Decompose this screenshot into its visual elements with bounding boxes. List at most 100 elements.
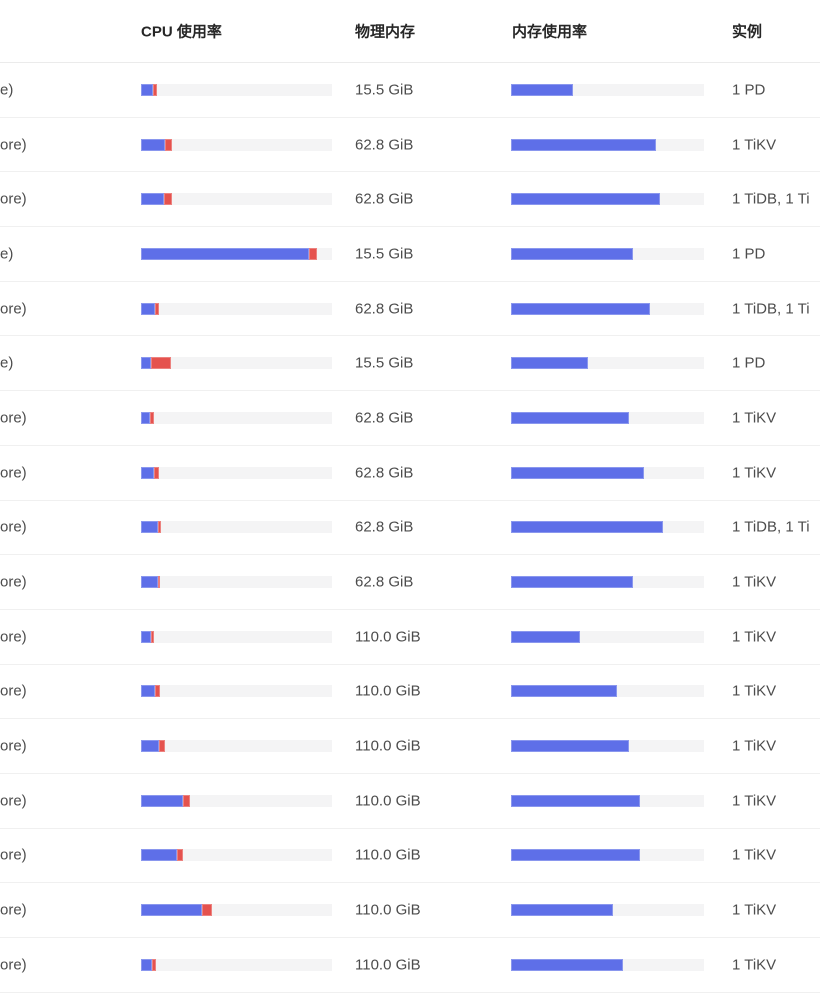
cpu-usage-bar (141, 138, 332, 151)
table-row: ore) 110.0 GiB 1 TiKV (0, 829, 820, 884)
cpu-usage-bar-user-segment (141, 302, 155, 315)
host-name-truncated: e) (0, 245, 14, 263)
instance-value: 1 TiKV (732, 682, 777, 700)
host-name-truncated: ore) (0, 518, 27, 536)
host-name-truncated: ore) (0, 409, 27, 427)
table-row: e) 15.5 GiB 1 PD (0, 336, 820, 392)
cpu-usage-bar-other-segment (149, 411, 154, 424)
memory-usage-bar-used-segment (511, 740, 629, 753)
cpu-usage-bar (141, 521, 332, 534)
host-name-truncated: ore) (0, 300, 27, 318)
table-row: ore) 62.8 GiB 1 TiKV (0, 118, 820, 173)
memory-usage-bar-used-segment (511, 83, 573, 96)
memory-usage-bar (511, 357, 704, 370)
cpu-usage-bar-other-segment (153, 83, 158, 96)
memory-usage-bar (511, 958, 704, 971)
memory-usage-bar (511, 83, 704, 96)
instance-value: 1 TiDB, 1 Ti (732, 190, 810, 208)
cpu-usage-bar-user-segment (141, 411, 150, 424)
host-name-truncated: ore) (0, 737, 27, 755)
memory-usage-bar (511, 576, 704, 589)
table-row: e) 15.5 GiB 1 PD (0, 227, 820, 282)
memory-usage-bar-used-segment (511, 521, 664, 534)
physical-memory-value: 62.8 GiB (355, 518, 414, 536)
physical-memory-value: 62.8 GiB (355, 409, 414, 427)
table-body: e) 15.5 GiB 1 PD ore) 62.8 GiB 1 TiKV or… (0, 63, 820, 993)
memory-usage-bar (511, 302, 704, 315)
memory-usage-bar-used-segment (511, 466, 645, 479)
memory-usage-bar-used-segment (511, 193, 660, 206)
memory-usage-bar-used-segment (511, 849, 641, 862)
memory-usage-bar (511, 466, 704, 479)
instance-value: 1 TiKV (732, 792, 777, 810)
instance-value: 1 PD (732, 81, 766, 99)
table-row: ore) 62.8 GiB 1 TiDB, 1 Ti (0, 172, 820, 228)
cpu-usage-bar-other-segment (202, 904, 213, 917)
cpu-usage-bar-user-segment (141, 138, 165, 151)
host-name-truncated: ore) (0, 901, 27, 919)
memory-usage-bar-used-segment (511, 958, 623, 971)
instance-value: 1 PD (732, 354, 766, 372)
cpu-usage-bar-user-segment (141, 958, 152, 971)
cpu-usage-bar (141, 247, 332, 260)
physical-memory-value: 62.8 GiB (355, 464, 414, 482)
cpu-usage-bar (141, 302, 332, 315)
cpu-usage-bar-other-segment (154, 302, 159, 315)
cpu-usage-bar-user-segment (141, 685, 155, 698)
host-name-truncated: ore) (0, 956, 27, 974)
memory-usage-bar-used-segment (511, 357, 589, 370)
cpu-usage-bar (141, 904, 332, 917)
physical-memory-value: 62.8 GiB (355, 136, 414, 154)
cpu-usage-bar-other-segment (154, 685, 160, 698)
cpu-usage-bar-user-segment (141, 357, 151, 370)
cpu-usage-bar-other-segment (153, 466, 159, 479)
cpu-usage-bar (141, 685, 332, 698)
instance-value: 1 TiKV (732, 846, 777, 864)
physical-memory-value: 110.0 GiB (355, 846, 421, 864)
table-row: ore) 110.0 GiB 1 TiKV (0, 883, 820, 938)
table-row: ore) 62.8 GiB 1 TiKV (0, 446, 820, 501)
physical-memory-value: 15.5 GiB (355, 354, 414, 372)
cpu-usage-bar-other-segment (164, 138, 172, 151)
cpu-usage-bar-other-segment (157, 521, 162, 534)
cpu-usage-bar (141, 193, 332, 206)
cpu-usage-bar-user-segment (141, 247, 310, 260)
table-row: ore) 62.8 GiB 1 TiDB, 1 Ti (0, 282, 820, 337)
instance-value: 1 PD (732, 245, 766, 263)
cpu-usage-bar (141, 740, 332, 753)
memory-usage-bar-used-segment (511, 576, 633, 589)
cpu-usage-bar-other-segment (163, 193, 172, 206)
instance-value: 1 TiKV (732, 737, 777, 755)
cpu-usage-bar-other-segment (183, 794, 190, 807)
instance-value: 1 TiDB, 1 Ti (732, 300, 810, 318)
memory-usage-bar-used-segment (511, 630, 581, 643)
memory-usage-bar-used-segment (511, 247, 633, 260)
cpu-usage-bar (141, 958, 332, 971)
cpu-usage-bar (141, 83, 332, 96)
cpu-usage-bar-other-segment (150, 630, 154, 643)
memory-usage-bar (511, 138, 704, 151)
physical-memory-value: 62.8 GiB (355, 573, 414, 591)
physical-memory-value: 110.0 GiB (355, 956, 421, 974)
host-name-truncated: e) (0, 354, 14, 372)
memory-usage-bar (511, 630, 704, 643)
cpu-usage-bar-user-segment (141, 576, 158, 589)
table-header-row: CPU 使用率 物理内存 内存使用率 实例 (0, 0, 820, 63)
cpu-usage-bar-other-segment (158, 740, 165, 753)
memory-usage-bar (511, 247, 704, 260)
cpu-usage-bar-user-segment (141, 193, 164, 206)
table-row: ore) 62.8 GiB 1 TiKV (0, 391, 820, 446)
cpu-usage-bar (141, 849, 332, 862)
host-name-truncated: e) (0, 81, 14, 99)
physical-memory-value: 110.0 GiB (355, 737, 421, 755)
cpu-usage-bar-user-segment (141, 630, 151, 643)
memory-usage-bar (511, 849, 704, 862)
physical-memory-value: 110.0 GiB (355, 901, 421, 919)
host-name-truncated: ore) (0, 464, 27, 482)
memory-usage-bar-used-segment (511, 794, 641, 807)
instance-value: 1 TiKV (732, 628, 777, 646)
cpu-usage-bar (141, 411, 332, 424)
physical-memory-value: 110.0 GiB (355, 792, 421, 810)
table-row: ore) 110.0 GiB 1 TiKV (0, 719, 820, 774)
